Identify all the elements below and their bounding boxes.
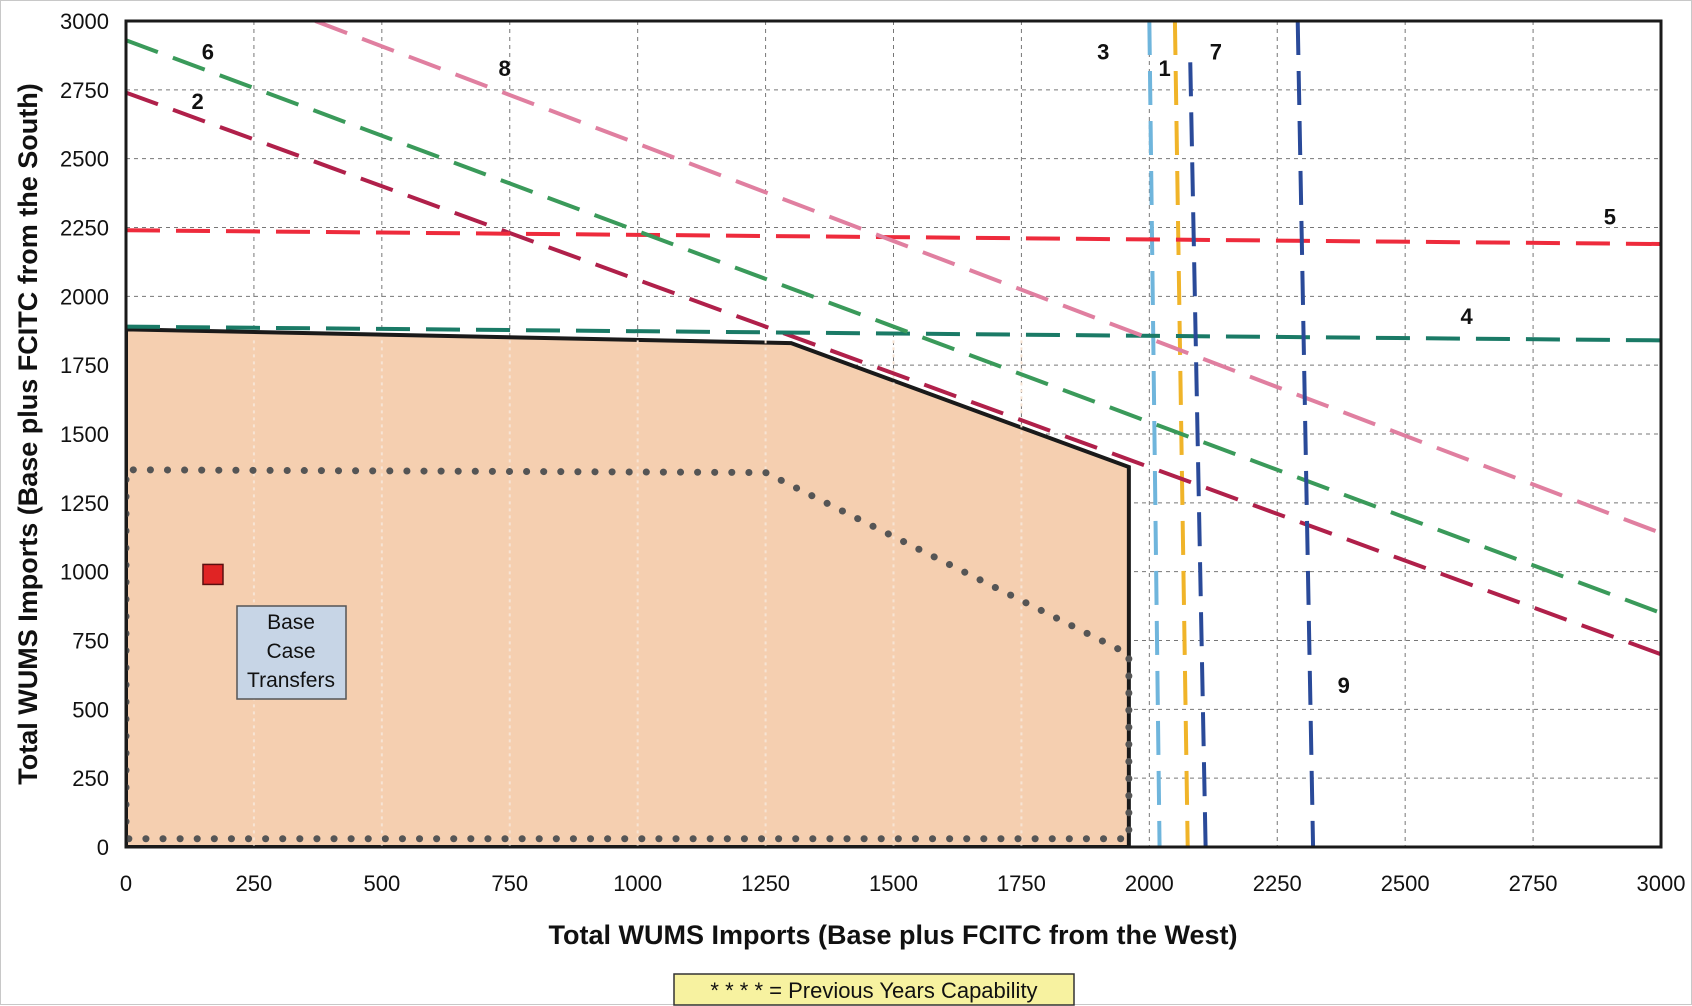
footnote: * * * * = Previous Years Capability: [673, 973, 1075, 1006]
x-tick-label-12: 3000: [1637, 871, 1686, 896]
base-case-line-2: Case: [266, 640, 315, 663]
previous-years-capability: [126, 466, 1133, 843]
y-tick-label-6: 1500: [60, 422, 109, 447]
series-layer: [126, 21, 1661, 847]
x-tick-label-3: 750: [491, 871, 528, 896]
constraint-label-4: 4: [1460, 304, 1473, 329]
base-case-point: [202, 563, 224, 586]
x-tick-label-5: 1250: [741, 871, 790, 896]
capability-region: [126, 327, 1131, 847]
base-case-line-1: Base: [267, 611, 315, 634]
y-tick-label-8: 2000: [60, 284, 109, 309]
x-axis-title: Total WUMS Imports (Base plus FCITC from…: [548, 920, 1237, 950]
plot-border: [124, 19, 1663, 849]
constraint-line-4: [126, 324, 1661, 343]
region-layer: [126, 327, 1133, 847]
constraint-line-6: [126, 38, 1661, 615]
constraint-label-5: 5: [1604, 205, 1616, 230]
x-tick-label-8: 2000: [1125, 871, 1174, 896]
constraint-label-7: 7: [1210, 40, 1222, 65]
y-tick-label-4: 1000: [60, 560, 109, 585]
y-axis-title: Total WUMS Imports (Base plus FCITC from…: [13, 83, 43, 785]
y-tick-label-5: 1250: [60, 491, 109, 516]
y-tick-label-11: 2750: [60, 78, 109, 103]
y-tick-label-9: 2250: [60, 216, 109, 241]
y-tick-label-12: 3000: [60, 9, 109, 34]
y-tick-label-0: 0: [97, 835, 109, 860]
y-tick-label-3: 750: [72, 629, 109, 654]
y-tick-label-1: 250: [72, 766, 109, 791]
base-case-label: Base Case Transfers: [236, 605, 347, 700]
base-case-label-box: [236, 605, 347, 700]
constraint-line-3: [1147, 21, 1162, 847]
x-tick-label-2: 500: [363, 871, 400, 896]
constraint-label-9: 9: [1338, 673, 1350, 698]
x-tick-label-6: 1500: [869, 871, 918, 896]
footnote-text: * * * * = Previous Years Capability: [710, 978, 1037, 1003]
constraint-line-5: [126, 228, 1661, 247]
x-tick-labels: 0 250 500 750 1000 1250 1500 1750 2000 2250 2500 27…: [120, 871, 1686, 896]
y-tick-label-2: 500: [72, 697, 109, 722]
constraint-label-8: 8: [499, 56, 511, 81]
constraint-line-7: [1188, 62, 1208, 847]
x-tick-label-9: 2250: [1253, 871, 1302, 896]
x-tick-label-10: 2500: [1381, 871, 1430, 896]
line-labels: 1 2 3 4 5 6 7 8 9: [192, 40, 1616, 698]
constraint-line-2: [126, 90, 1661, 657]
constraint-label-2: 2: [192, 89, 204, 114]
x-tick-label-4: 1000: [613, 871, 662, 896]
y-tick-labels: 0 250 500 750 1000 1250 1500 1750 2000 2250 2500 27…: [60, 9, 109, 860]
constraint-label-3: 3: [1097, 40, 1109, 65]
constraint-label-6: 6: [202, 40, 214, 65]
y-tick-label-7: 1750: [60, 353, 109, 378]
x-tick-label-11: 2750: [1509, 871, 1558, 896]
constraint-line-8: [314, 21, 1661, 535]
base-case-line-3: Transfers: [247, 669, 335, 692]
constraint-label-1: 1: [1159, 56, 1171, 81]
x-tick-label-0: 0: [120, 871, 132, 896]
x-tick-label-1: 250: [236, 871, 273, 896]
x-tick-label-7: 1750: [997, 871, 1046, 896]
constraint-line-9: [1295, 21, 1316, 847]
y-tick-label-10: 2500: [60, 147, 109, 172]
